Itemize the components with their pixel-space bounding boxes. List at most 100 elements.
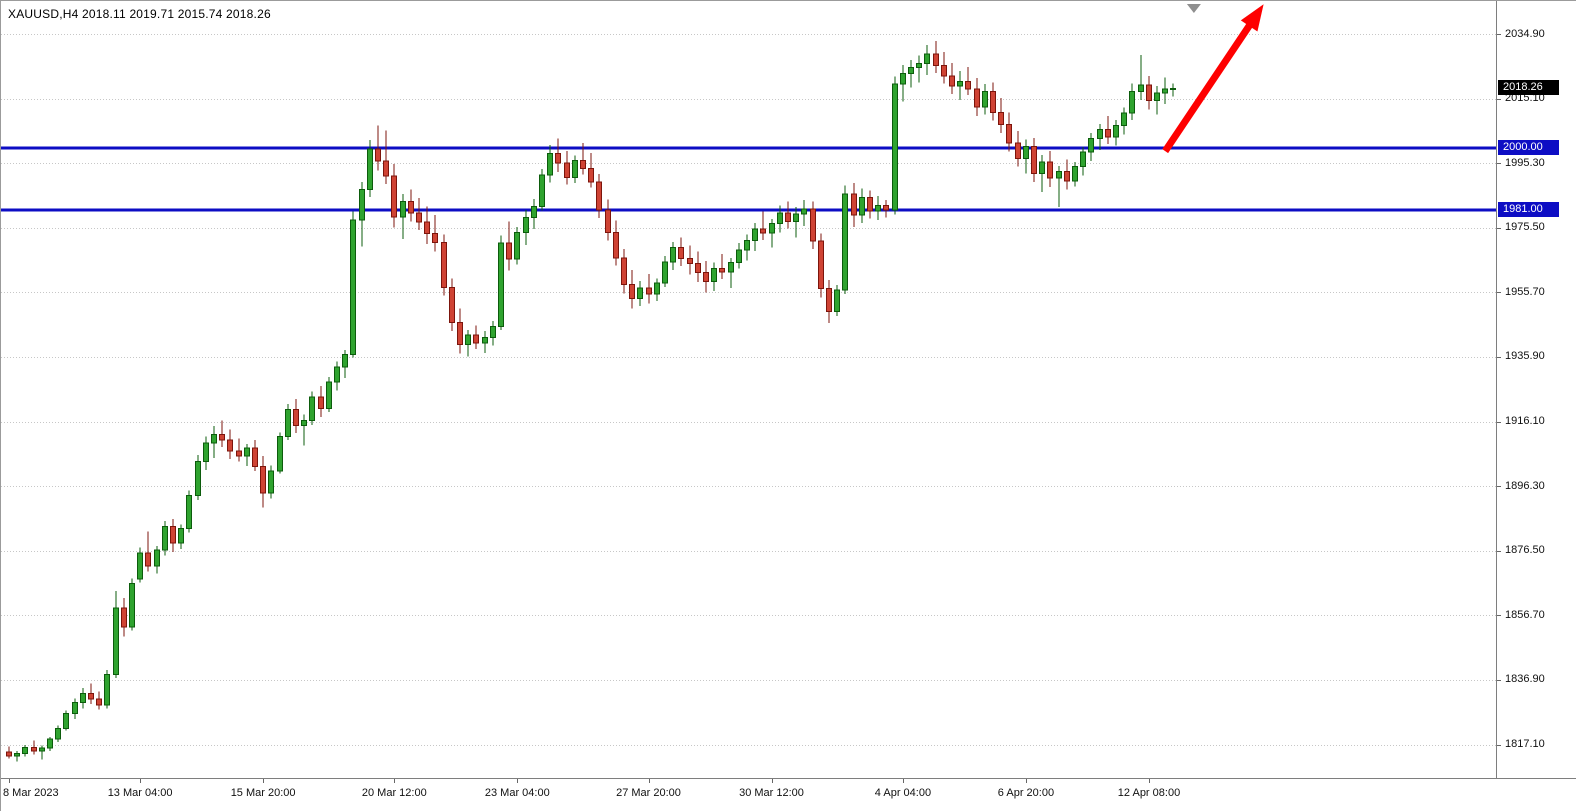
candle bbox=[96, 691, 102, 710]
price-tick-label: 1896.30 bbox=[1505, 479, 1545, 492]
price-tick-mark bbox=[1497, 486, 1501, 487]
time-tick-label: 13 Mar 04:00 bbox=[107, 787, 173, 799]
candle bbox=[301, 414, 307, 446]
candle bbox=[810, 201, 816, 250]
price-tick-label: 1975.50 bbox=[1505, 221, 1545, 234]
time-tick-mark bbox=[517, 779, 518, 783]
price-tick-label: 1995.30 bbox=[1505, 156, 1545, 169]
candle bbox=[621, 249, 627, 294]
candle bbox=[195, 455, 201, 501]
time-tick-mark bbox=[903, 779, 904, 783]
candle bbox=[318, 386, 324, 418]
candle bbox=[719, 253, 725, 280]
candle bbox=[72, 698, 78, 719]
candle bbox=[998, 97, 1004, 133]
price-tick-mark bbox=[1497, 615, 1501, 616]
candle bbox=[1105, 115, 1111, 144]
candle bbox=[580, 142, 586, 175]
time-tick-mark bbox=[1026, 779, 1027, 783]
candle bbox=[785, 201, 791, 229]
candle bbox=[760, 211, 766, 240]
candle bbox=[990, 82, 996, 121]
candle bbox=[31, 740, 37, 755]
candle bbox=[63, 710, 69, 731]
price-tick-mark bbox=[1497, 551, 1501, 552]
price-tick-mark bbox=[1497, 357, 1501, 358]
candle bbox=[145, 531, 151, 572]
candle bbox=[1088, 133, 1094, 161]
candle bbox=[506, 221, 512, 271]
candle bbox=[391, 164, 397, 228]
level-price-label: 1981.00 bbox=[1498, 201, 1559, 217]
candle bbox=[703, 260, 709, 293]
candle bbox=[1006, 112, 1012, 152]
candle bbox=[342, 350, 348, 379]
price-tick-mark bbox=[1497, 228, 1501, 229]
candle bbox=[309, 391, 315, 426]
candle bbox=[654, 278, 660, 301]
candle bbox=[596, 173, 602, 219]
candle bbox=[670, 241, 676, 271]
time-tick-mark bbox=[1149, 779, 1150, 783]
candle bbox=[1023, 139, 1029, 174]
candle bbox=[1154, 86, 1160, 115]
candle bbox=[252, 440, 258, 472]
time-tick-mark bbox=[9, 779, 10, 783]
candle bbox=[1031, 138, 1037, 183]
candle bbox=[834, 284, 840, 316]
price-tick-label: 2034.90 bbox=[1505, 27, 1545, 40]
candle bbox=[1072, 161, 1078, 187]
candle bbox=[55, 725, 61, 742]
candle bbox=[875, 196, 881, 220]
time-axis[interactable]: 8 Mar 2023 13 Mar 04:00 15 Mar 20:00 20 Mar… bbox=[1, 778, 1576, 812]
candle bbox=[1162, 77, 1168, 105]
time-tick-label: 12 Apr 08:00 bbox=[1117, 787, 1181, 799]
candle bbox=[121, 598, 127, 637]
candle bbox=[1113, 119, 1119, 146]
candle bbox=[826, 280, 832, 324]
price-tick-label: 1935.90 bbox=[1505, 350, 1545, 363]
candle bbox=[326, 376, 332, 413]
candle bbox=[39, 745, 45, 760]
candle bbox=[498, 235, 504, 331]
price-tick-label: 1916.10 bbox=[1505, 415, 1545, 428]
candlestick-chart[interactable] bbox=[1, 1, 1576, 778]
candle bbox=[186, 490, 192, 533]
price-tick-label: 1876.50 bbox=[1505, 544, 1545, 557]
candle bbox=[736, 243, 742, 269]
price-axis[interactable]: 2034.90 2015.10 1995.30 1975.50 1955.70 1935.… bbox=[1496, 1, 1576, 778]
price-tick-label: 1856.70 bbox=[1505, 608, 1545, 621]
candle bbox=[465, 329, 471, 357]
candle bbox=[260, 456, 266, 508]
candle bbox=[178, 524, 184, 550]
candle bbox=[924, 44, 930, 75]
candle bbox=[859, 188, 865, 223]
candle bbox=[982, 83, 988, 115]
time-tick-mark bbox=[649, 779, 650, 783]
candle bbox=[908, 59, 914, 88]
trend-arrow[interactable] bbox=[1162, 19, 1255, 154]
trend-arrow-head[interactable] bbox=[1240, 4, 1264, 32]
candle bbox=[129, 578, 135, 631]
candle bbox=[1129, 83, 1135, 121]
candle bbox=[1080, 147, 1086, 176]
price-tick-mark bbox=[1497, 292, 1501, 293]
candle bbox=[801, 200, 807, 226]
candle bbox=[473, 325, 479, 349]
candle bbox=[1015, 130, 1021, 167]
candle bbox=[514, 226, 520, 265]
candle bbox=[547, 144, 553, 183]
candle bbox=[482, 331, 488, 353]
candle bbox=[629, 270, 635, 309]
candle bbox=[867, 190, 873, 219]
candle bbox=[851, 183, 857, 227]
candle bbox=[892, 76, 898, 215]
time-tick-label: 6 Apr 20:00 bbox=[997, 787, 1055, 799]
candle bbox=[933, 40, 939, 73]
chart-shift-marker-icon[interactable] bbox=[1186, 4, 1201, 13]
candle bbox=[842, 185, 848, 295]
price-tick-mark bbox=[1497, 422, 1501, 423]
candle bbox=[572, 155, 578, 184]
candle bbox=[441, 234, 447, 296]
candle bbox=[424, 206, 430, 245]
